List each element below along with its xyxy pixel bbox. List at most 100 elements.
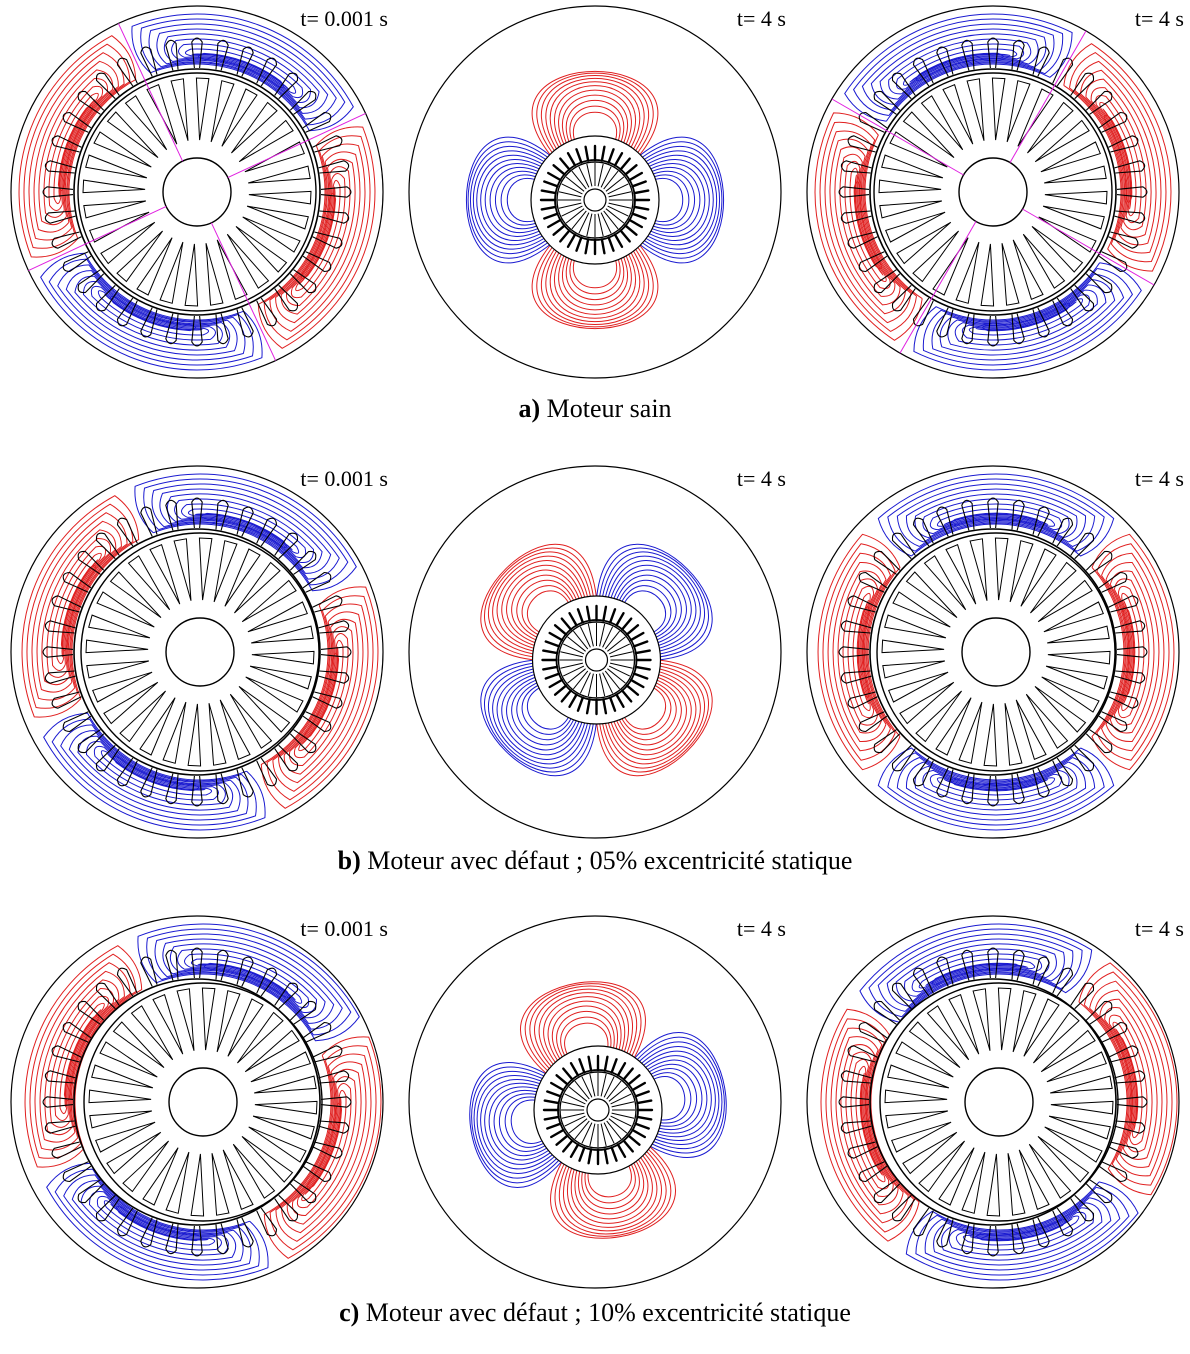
flux-line: [870, 28, 1047, 105]
rotor-bar: [1034, 685, 1087, 733]
rotor-bar: [560, 651, 584, 658]
rotor-bar: [605, 208, 625, 224]
caption-letter: c): [339, 1298, 360, 1327]
stator-slot: [44, 670, 76, 684]
flux-line: [584, 1164, 636, 1204]
stator-slot: [608, 696, 617, 712]
flux-line: [1074, 60, 1162, 254]
stator-slot: [610, 1146, 618, 1162]
stator-slot: [559, 157, 571, 171]
rotor-bar: [983, 703, 998, 767]
rotor-bar: [1015, 699, 1047, 760]
flux-line: [469, 1062, 562, 1189]
flux-line: [301, 1089, 347, 1202]
flux-line: [859, 923, 1093, 1023]
flux-line: [562, 94, 628, 143]
flux-line: [68, 730, 241, 816]
flux-line: [643, 1050, 716, 1142]
flux-line: [905, 488, 1087, 543]
flux-line: [516, 579, 575, 638]
flux-lobe-positive: [596, 659, 713, 776]
stator-slot: [1085, 90, 1113, 115]
caption-letter: b): [337, 846, 361, 875]
stator-slot: [165, 313, 179, 345]
stator-slot: [274, 532, 299, 560]
flux-line: [197, 52, 284, 88]
stator-slot: [302, 711, 332, 733]
stator-slot: [165, 39, 179, 71]
flux-line: [288, 626, 354, 767]
stator-slot: [629, 678, 645, 689]
stator-slot: [289, 1179, 317, 1204]
rotor-bar: [945, 544, 977, 605]
rotor-bar: [96, 591, 155, 628]
flux-line: [51, 545, 107, 671]
rotor-bar: [222, 1149, 254, 1210]
flux-line: [655, 177, 684, 223]
flux-lobe-negative: [596, 544, 713, 661]
rotor-bar: [95, 1121, 156, 1153]
flux-line: [602, 551, 706, 655]
stator-slot: [51, 691, 82, 709]
flux-lobe-positive: [1063, 43, 1172, 272]
flux-line: [1117, 585, 1145, 719]
stator-slot: [543, 1099, 560, 1105]
flux-line: [496, 671, 586, 760]
stator-slot: [289, 269, 317, 294]
stator-slot: [608, 608, 617, 624]
motor-far-field: [408, 915, 782, 1289]
shaft-circle: [584, 648, 609, 672]
rotor-bar: [573, 670, 589, 690]
stator-slot: [936, 46, 954, 77]
figure-row-a: t= 0.001 s t= 4 s t= 4 s: [0, 2, 1190, 382]
flux-line: [57, 105, 93, 192]
rotor-bar: [602, 672, 614, 694]
flux-line: [569, 105, 621, 141]
rotor-bar: [558, 191, 582, 198]
flux-line: [647, 154, 714, 246]
stator-slot: [318, 160, 350, 174]
flux-line: [577, 1161, 644, 1215]
flux-line: [53, 92, 99, 205]
rotor-bar: [1012, 990, 1037, 1053]
caption-b: b) Moteur avec défaut ; 05% excentricité…: [0, 846, 1190, 876]
flux-line: [501, 564, 583, 646]
stator-slot: [603, 1148, 609, 1165]
flux-line: [607, 560, 697, 649]
flux-line: [290, 173, 346, 299]
rotor-bar: [609, 662, 633, 669]
flux-line: [621, 685, 672, 735]
flux-line: [511, 679, 577, 746]
stator-slot: [318, 210, 350, 224]
stator-bore-circle: [554, 159, 636, 241]
stator-slot: [51, 1045, 82, 1063]
stator-slot: [1098, 571, 1128, 593]
rotor-bar: [991, 77, 1006, 141]
stator-slot: [1070, 284, 1095, 312]
time-label: t= 4 s: [1134, 6, 1184, 31]
flux-line: [649, 1064, 703, 1131]
flux-line: [110, 296, 197, 332]
flux-line: [943, 513, 1049, 525]
rotor-bar: [972, 988, 991, 1051]
stator-slot: [289, 729, 317, 754]
stator-slot: [578, 1146, 586, 1162]
rotor-bar: [246, 205, 309, 230]
stator-slot: [961, 39, 975, 71]
rotor-bar: [579, 672, 591, 694]
flux-line: [982, 303, 1071, 332]
rotor-bar: [603, 1076, 615, 1098]
stator-slot: [847, 231, 878, 249]
rotor-bar: [882, 660, 945, 679]
rotor-bar: [1031, 225, 1084, 273]
stator-slot: [912, 967, 934, 997]
stator-slot: [1085, 729, 1113, 754]
stator-slots: [42, 497, 352, 807]
stator-slot: [1052, 967, 1074, 997]
flux-line: [48, 85, 104, 211]
stator-slot: [191, 947, 203, 979]
rotor-bar: [573, 630, 589, 650]
rotor-bar: [918, 1140, 966, 1193]
rotor-bar: [574, 1080, 590, 1100]
rotor-bar: [1047, 650, 1111, 665]
